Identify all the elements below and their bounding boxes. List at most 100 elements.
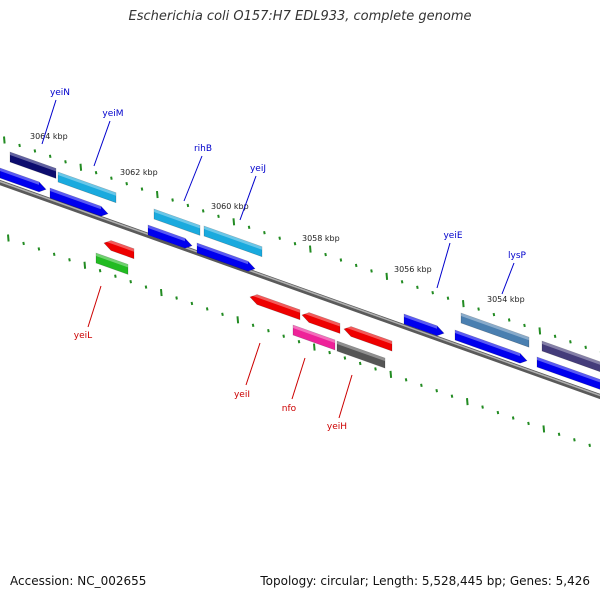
inner-tick [68, 258, 71, 262]
inner-tick [313, 343, 316, 351]
inner-tick [282, 334, 285, 338]
inner-tick [7, 234, 10, 242]
outer-tick [431, 291, 434, 295]
outer-tick [201, 209, 205, 213]
inner-tick [160, 288, 163, 297]
outer-tick [156, 190, 159, 199]
outer-tick [553, 334, 557, 339]
gene-block [0, 167, 47, 193]
inner-tick [175, 296, 178, 300]
inner-tick [98, 269, 102, 273]
gene-label-yeiN: yeiN [41, 88, 70, 145]
outer-tick [309, 245, 312, 253]
inner-tick [328, 350, 331, 355]
inner-tick-row [7, 234, 591, 447]
outer-tick [140, 187, 144, 191]
inner-tick [374, 367, 377, 371]
gene-block [336, 340, 386, 369]
outer-tick [354, 263, 358, 268]
svg-text:yeiM: yeiM [102, 109, 123, 119]
inner-tick [236, 316, 240, 324]
inner-tick [542, 425, 546, 433]
scale-labels: 3064 kbp 3062 kbp 3060 kbp 3058 kbp 3056 kbp… [30, 132, 525, 304]
gene-block [57, 171, 117, 204]
gene-block [95, 252, 129, 275]
gene-label-yeiM: yeiM [93, 109, 124, 167]
scale-label: 3062 kbp [120, 168, 158, 177]
gene-label-yeiH: yeiH [327, 374, 353, 432]
gene-block [249, 292, 301, 321]
gene-block [203, 225, 263, 258]
outer-tick [110, 176, 113, 180]
outer-tick [125, 181, 128, 186]
outer-tick [217, 214, 220, 219]
inner-tick [221, 312, 224, 317]
accession-text: Accession: NC_002655 [10, 574, 147, 588]
svg-text:yeiN: yeiN [50, 88, 70, 98]
outer-tick [33, 149, 37, 153]
outer-tick [3, 136, 6, 144]
outer-tick [416, 285, 419, 289]
outer-tick [507, 318, 511, 322]
inner-tick [450, 394, 454, 398]
svg-text:rihB: rihB [194, 144, 212, 154]
inner-tick [83, 261, 87, 269]
svg-text:yeiJ: yeiJ [250, 164, 266, 174]
scale-label: 3058 kbp [302, 234, 340, 243]
inner-tick [114, 274, 117, 278]
gene-label-yeiI: yeiI [234, 342, 261, 400]
outer-tick [370, 269, 373, 273]
inner-tick [190, 301, 194, 306]
outer-tick [324, 252, 327, 257]
map-title: Escherichia coli O157:H7 EDL933, complet… [128, 9, 472, 24]
outer-tick [232, 218, 236, 226]
gene-label-yeiE: yeiE [436, 231, 463, 289]
inner-tick [511, 416, 515, 420]
inner-tick [435, 389, 438, 393]
inner-tick [588, 443, 591, 447]
outer-tick [446, 296, 450, 300]
svg-text:yeiH: yeiH [327, 422, 347, 432]
outer-tick [584, 345, 587, 349]
inner-tick [573, 438, 576, 442]
outer-tick [64, 160, 67, 164]
inner-tick [358, 361, 362, 366]
scale-label: 3056 kbp [394, 265, 432, 274]
gene-block [301, 310, 341, 334]
inner-tick [37, 247, 41, 251]
outer-tick [18, 143, 21, 148]
gene-features [0, 151, 600, 390]
gene-label-nfo: nfo [282, 357, 306, 414]
inner-tick [144, 285, 148, 289]
genome-summary-text: Topology: circular; Length: 5,528,445 bp… [260, 574, 590, 588]
outer-tick [186, 203, 190, 208]
outer-tick [462, 300, 465, 308]
inner-tick [52, 252, 56, 257]
svg-text:yeiI: yeiI [234, 390, 250, 400]
svg-text:lysP: lysP [508, 251, 527, 261]
gene-block [147, 224, 193, 249]
inner-tick [527, 421, 530, 426]
outer-tick [400, 280, 404, 284]
outer-tick [94, 171, 98, 175]
outer-tick [492, 312, 496, 317]
gene-block [196, 242, 256, 272]
outer-tick-row [3, 136, 600, 353]
gene-block [403, 313, 445, 337]
gene-label-rihB: rihB [183, 144, 212, 202]
gene-block [541, 340, 600, 373]
outer-tick [293, 241, 297, 246]
inner-tick [557, 432, 561, 437]
gene-labels: yeiN yeiM rihB yeiJ yeiE lysP yeiL yeiI nfo yeiH [41, 88, 527, 432]
gene-block [49, 187, 109, 217]
outer-tick [538, 327, 542, 335]
gene-block [536, 356, 600, 390]
gene-block [460, 312, 530, 348]
genome-backbone [0, 179, 600, 400]
scale-label: 3060 kbp [211, 202, 249, 211]
outer-tick [278, 236, 281, 240]
inner-tick [251, 323, 255, 327]
scale-label: 3064 kbp [30, 132, 68, 141]
gene-block [343, 324, 393, 352]
